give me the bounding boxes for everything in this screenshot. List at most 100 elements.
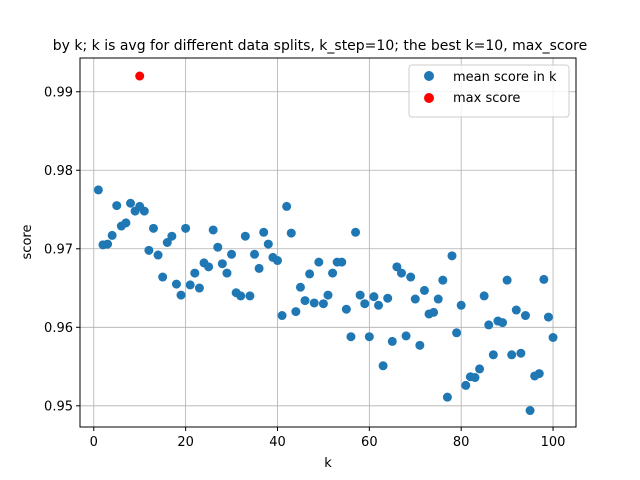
data-point-mean-score bbox=[341, 304, 351, 314]
data-point-mean-score bbox=[452, 328, 462, 338]
data-point-mean-score bbox=[300, 296, 310, 306]
data-point-mean-score bbox=[222, 268, 232, 278]
data-point-mean-score bbox=[148, 223, 158, 233]
legend-marker-mean-score bbox=[424, 71, 434, 81]
data-point-mean-score bbox=[355, 290, 365, 300]
x-tick-label: 60 bbox=[361, 435, 378, 450]
data-point-mean-score bbox=[126, 198, 136, 208]
data-point-mean-score bbox=[401, 331, 411, 341]
data-point-mean-score bbox=[318, 299, 328, 309]
data-point-mean-score bbox=[240, 231, 250, 241]
x-tick-label: 80 bbox=[453, 435, 470, 450]
x-tick-label: 20 bbox=[177, 435, 194, 450]
data-point-mean-score bbox=[103, 239, 113, 249]
data-point-mean-score bbox=[107, 230, 117, 240]
data-point-mean-score bbox=[488, 350, 498, 360]
data-point-mean-score bbox=[153, 250, 163, 260]
data-point-mean-score bbox=[337, 257, 347, 267]
data-point-mean-score bbox=[507, 350, 517, 360]
data-point-mean-score bbox=[121, 218, 131, 228]
data-point-mean-score bbox=[139, 206, 149, 216]
data-point-mean-score bbox=[190, 268, 200, 278]
data-point-mean-score bbox=[250, 249, 260, 259]
data-point-mean-score bbox=[396, 268, 406, 278]
data-point-mean-score bbox=[181, 223, 191, 233]
data-point-mean-score bbox=[272, 256, 282, 266]
data-point-mean-score bbox=[351, 227, 361, 237]
legend-label-max-score: max score bbox=[453, 91, 520, 106]
data-point-mean-score bbox=[314, 257, 324, 267]
data-point-mean-score bbox=[305, 269, 315, 279]
chart-title: by k; k is avg for different data splits… bbox=[53, 38, 587, 54]
data-point-mean-score bbox=[167, 231, 177, 241]
data-point-mean-score bbox=[369, 292, 379, 302]
data-point-mean-score bbox=[286, 228, 296, 238]
data-point-mean-score bbox=[259, 227, 269, 237]
data-point-mean-score bbox=[406, 272, 416, 282]
data-point-mean-score bbox=[227, 249, 237, 259]
legend-label-mean-score: mean score in k bbox=[453, 70, 557, 85]
data-point-mean-score bbox=[176, 290, 186, 300]
x-tick-label: 40 bbox=[269, 435, 286, 450]
data-point-mean-score bbox=[364, 332, 374, 342]
y-axis-label: score bbox=[20, 225, 35, 260]
data-point-mean-score bbox=[383, 293, 393, 303]
data-point-mean-score bbox=[263, 239, 273, 249]
data-point-mean-score bbox=[208, 225, 218, 235]
data-point-mean-score bbox=[442, 392, 452, 402]
data-point-mean-score bbox=[291, 307, 301, 317]
data-point-mean-score bbox=[204, 262, 214, 272]
data-point-mean-score bbox=[387, 336, 397, 346]
data-point-mean-score bbox=[323, 290, 333, 300]
x-tick-label: 0 bbox=[90, 435, 98, 450]
data-point-mean-score bbox=[346, 332, 356, 342]
data-point-mean-score bbox=[213, 242, 223, 252]
data-point-mean-score bbox=[254, 263, 264, 273]
data-point-mean-score bbox=[328, 268, 338, 278]
data-point-mean-score bbox=[447, 251, 457, 261]
data-point-mean-score bbox=[525, 406, 535, 416]
data-point-mean-score bbox=[511, 305, 521, 315]
data-point-mean-score bbox=[277, 311, 287, 321]
legend: mean score in k max score bbox=[408, 64, 570, 118]
legend-box bbox=[408, 64, 570, 118]
y-tick-label: 0.98 bbox=[44, 164, 73, 179]
data-point-mean-score bbox=[295, 282, 305, 292]
data-point-mean-score bbox=[520, 311, 530, 321]
data-point-mean-score bbox=[236, 291, 246, 301]
data-point-mean-score bbox=[516, 348, 526, 358]
data-point-mean-score bbox=[374, 300, 384, 310]
data-point-mean-score bbox=[162, 238, 172, 247]
x-axis-label: k bbox=[324, 456, 332, 471]
y-tick-label: 0.97 bbox=[44, 242, 73, 257]
data-point-mean-score bbox=[475, 364, 485, 374]
axis-ticks: 0 20 40 60 80 100 0.95 0.96 0.97 0.98 0.99 bbox=[44, 85, 565, 450]
data-point-mean-score bbox=[282, 201, 292, 211]
data-point-mean-score bbox=[543, 312, 553, 322]
data-point-mean-score bbox=[410, 294, 420, 304]
data-point-mean-score bbox=[534, 369, 544, 379]
data-point-mean-score bbox=[112, 201, 122, 211]
data-point-mean-score bbox=[456, 300, 466, 310]
data-point-mean-score bbox=[93, 185, 103, 195]
data-point-mean-score bbox=[144, 245, 154, 255]
data-point-mean-score bbox=[498, 318, 508, 328]
data-point-mean-score bbox=[360, 299, 370, 309]
data-point-mean-score bbox=[438, 275, 448, 285]
x-tick-label: 100 bbox=[541, 435, 566, 450]
data-point-mean-score bbox=[378, 361, 388, 371]
data-points bbox=[93, 71, 558, 416]
data-point-mean-score bbox=[429, 307, 439, 317]
data-point-mean-score bbox=[185, 280, 195, 290]
data-point-mean-score bbox=[461, 380, 471, 390]
data-point-mean-score bbox=[502, 275, 512, 285]
plot-frame bbox=[79, 57, 577, 428]
data-point-mean-score bbox=[479, 291, 489, 301]
data-point-mean-score bbox=[415, 340, 425, 350]
data-point-mean-score bbox=[217, 259, 227, 269]
data-point-mean-score bbox=[171, 279, 181, 289]
data-point-mean-score bbox=[392, 262, 402, 272]
data-point-mean-score bbox=[433, 294, 443, 304]
data-point-max-score bbox=[135, 71, 145, 81]
